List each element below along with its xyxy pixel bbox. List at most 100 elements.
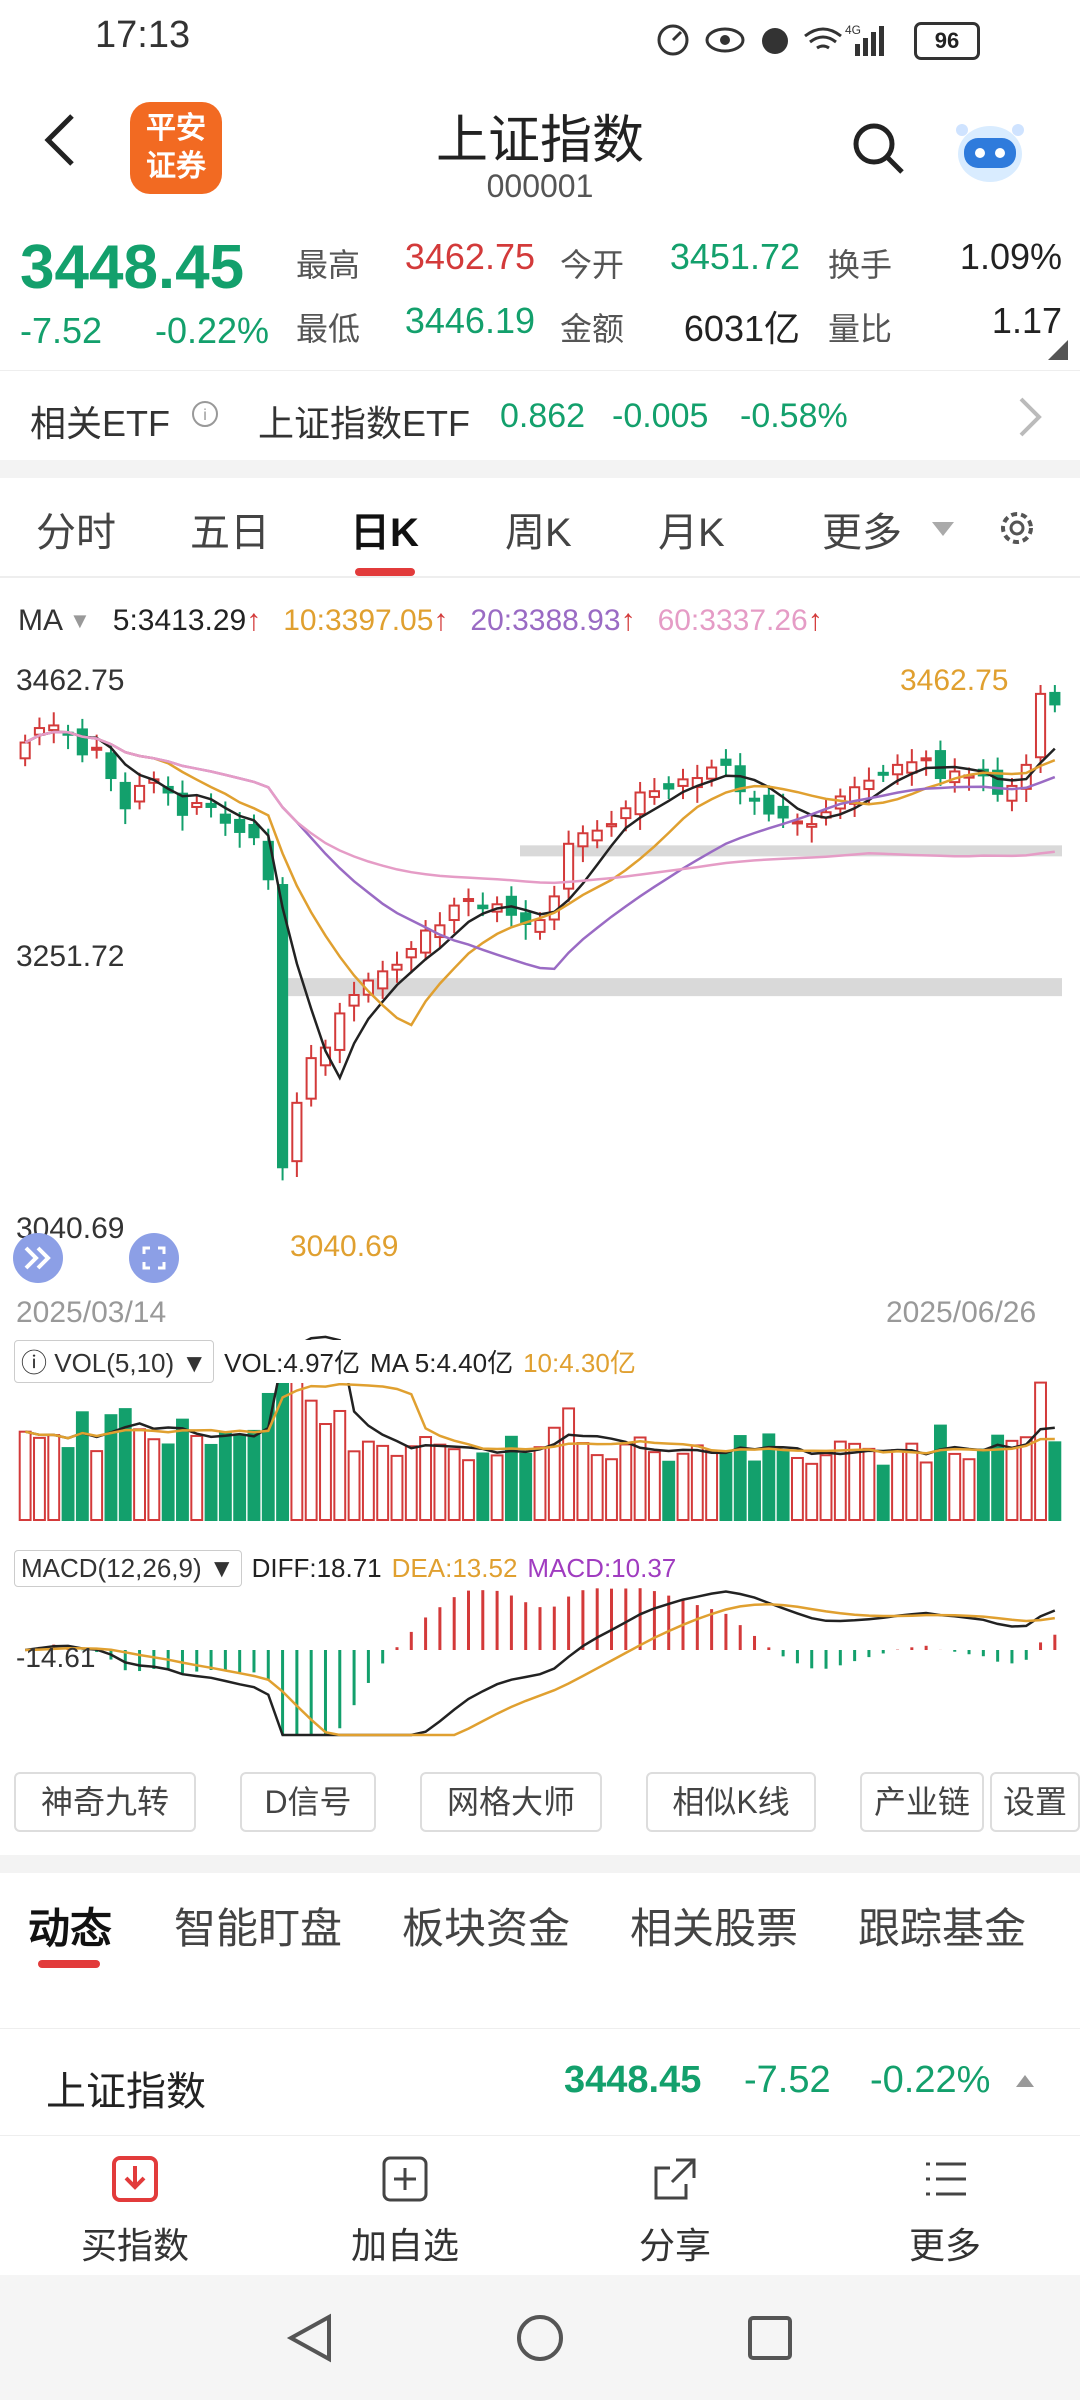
start-date: 2025/03/14 — [16, 1296, 167, 1329]
tab-smart-watch[interactable]: 智能盯盘 — [174, 1905, 343, 1952]
turnover-value: 1.09% — [959, 236, 1062, 277]
index-summary-row[interactable]: 上证指数 3448.45 -7.52 -0.22% — [0, 2028, 1080, 2134]
tab-monthly-k[interactable]: 月K — [658, 511, 725, 555]
volume-bar — [790, 1456, 804, 1521]
tool-grid-master[interactable]: 网格大师 — [420, 1772, 602, 1832]
candle-body — [234, 818, 246, 833]
macd-axis-label: -14.61 — [16, 1642, 96, 1673]
etf-name[interactable]: 上证指数ETF — [258, 403, 470, 444]
volume-bar — [404, 1445, 418, 1521]
expand-corner-icon[interactable] — [1048, 340, 1068, 360]
amount-label: 金额 — [560, 311, 625, 347]
bottom-action-bar: 买指数 加自选 分享 更多 — [0, 2135, 1080, 2276]
nav-back-icon[interactable] — [285, 2313, 335, 2363]
volume-bar — [247, 1429, 261, 1521]
search-icon[interactable] — [850, 120, 906, 176]
volume-bar — [118, 1408, 132, 1522]
candle-body — [934, 750, 947, 780]
volume-bar — [805, 1462, 819, 1522]
gear-icon[interactable] — [993, 504, 1041, 552]
candle-body — [906, 761, 918, 774]
nav-home-icon[interactable] — [515, 2313, 565, 2363]
wifi-icon — [804, 27, 842, 50]
nav-recents-icon[interactable] — [745, 2313, 795, 2363]
tool-d-signal[interactable]: D信号 — [240, 1772, 376, 1832]
volume-ratio-label: 量比 — [828, 311, 893, 347]
low-label: 最低 — [296, 311, 361, 347]
turnover-label: 换手 — [828, 247, 893, 283]
etf-change-pct: -0.58% — [740, 397, 848, 435]
fullscreen-icon[interactable] — [128, 1232, 180, 1284]
macd-indicator-selector[interactable]: MACD(12,26,9) ▼ — [14, 1550, 242, 1587]
tab-five-day[interactable]: 五日 — [190, 511, 270, 555]
robot-icon[interactable] — [950, 110, 1030, 190]
tab-sector-fund[interactable]: 板块资金 — [402, 1905, 571, 1952]
macd-legend: MACD(12,26,9) ▼ DIFF:18.71 DEA:13.52 MAC… — [14, 1550, 677, 1587]
tab-related-stocks[interactable]: 相关股票 — [630, 1905, 799, 1952]
price-change: -7.52 — [20, 310, 103, 351]
volume-bar — [347, 1450, 361, 1522]
candle-body — [591, 829, 603, 842]
volume-bar — [862, 1447, 876, 1521]
etf-label: 相关ETF — [30, 403, 170, 444]
ma60-value: 60:3337.26 — [657, 604, 808, 637]
candlestick-chart[interactable] — [0, 585, 1080, 1755]
tool-magic-nine[interactable]: 神奇九转 — [14, 1772, 196, 1832]
tool-industry-chain[interactable]: 产业链 — [860, 1772, 984, 1832]
tab-weekly-k[interactable]: 周K — [505, 511, 572, 555]
volume-indicator-selector[interactable]: ⓘ VOL(5,10) ▼ — [14, 1340, 215, 1383]
back-button[interactable] — [40, 110, 100, 180]
tab-news[interactable]: 动态 — [28, 1905, 113, 1952]
status-time: 17:13 — [95, 14, 191, 56]
etf-change: -0.005 — [612, 397, 709, 435]
volume-bar — [647, 1451, 661, 1521]
volume-bar — [876, 1464, 890, 1522]
add-watchlist-label: 加自选 — [350, 2225, 459, 2266]
tool-similar-k[interactable]: 相似K线 — [646, 1772, 816, 1832]
volume-bar — [605, 1458, 618, 1521]
share-button[interactable]: 分享 — [595, 2154, 755, 2269]
candle-body — [462, 898, 475, 903]
low-annotation: 3040.69 — [290, 1230, 399, 1263]
tab-daily-k[interactable]: 日K — [350, 511, 419, 555]
volume-bar — [662, 1460, 676, 1522]
menu-list-icon — [926, 2162, 966, 2196]
dropdown-icon[interactable]: ▼ — [69, 608, 91, 633]
volume-ma10-line — [24, 1382, 1055, 1455]
volume-bar — [619, 1443, 633, 1522]
add-square-icon — [382, 2156, 428, 2202]
candle-body — [920, 757, 932, 762]
add-watchlist-button[interactable]: 加自选 — [325, 2154, 485, 2269]
volume-bar — [390, 1454, 404, 1521]
divider — [0, 460, 1080, 478]
candle-body — [105, 752, 117, 780]
candle-body — [291, 1101, 303, 1163]
buy-index-button[interactable]: 买指数 — [55, 2154, 215, 2269]
candle-body — [205, 802, 217, 808]
candle-body — [663, 783, 675, 790]
tab-more[interactable]: 更多 — [822, 511, 902, 555]
tool-settings[interactable]: 设置 — [990, 1772, 1080, 1832]
tab-tracking-funds[interactable]: 跟踪基金 — [858, 1905, 1027, 1952]
ma-label[interactable]: MA — [18, 604, 63, 637]
volume-bar — [633, 1436, 647, 1521]
volume-bar — [476, 1452, 490, 1521]
share-icon — [654, 2158, 696, 2200]
candle-body — [477, 904, 489, 910]
dropdown-icon[interactable] — [930, 520, 956, 538]
status-bar: 17:13 4G 96 — [0, 0, 1080, 80]
candle-body — [305, 1057, 317, 1100]
info-icon[interactable]: i — [190, 399, 220, 429]
volume-value: VOL:4.97亿 — [224, 1348, 361, 1378]
y-label-mid: 3251.72 — [16, 940, 125, 973]
volume-bar — [948, 1452, 962, 1521]
tab-intraday[interactable]: 分时 — [36, 511, 116, 555]
volume-bar — [233, 1435, 247, 1521]
y-label-high: 3462.75 — [16, 664, 125, 697]
fast-forward-icon[interactable] — [12, 1232, 64, 1284]
volume-bar — [748, 1460, 761, 1522]
candle-body — [706, 766, 718, 780]
more-button[interactable]: 更多 — [865, 2154, 1025, 2269]
related-etf-row[interactable]: 相关ETF i 上证指数ETF 0.862 -0.005 -0.58% — [0, 370, 1080, 461]
volume-bar — [576, 1442, 590, 1521]
